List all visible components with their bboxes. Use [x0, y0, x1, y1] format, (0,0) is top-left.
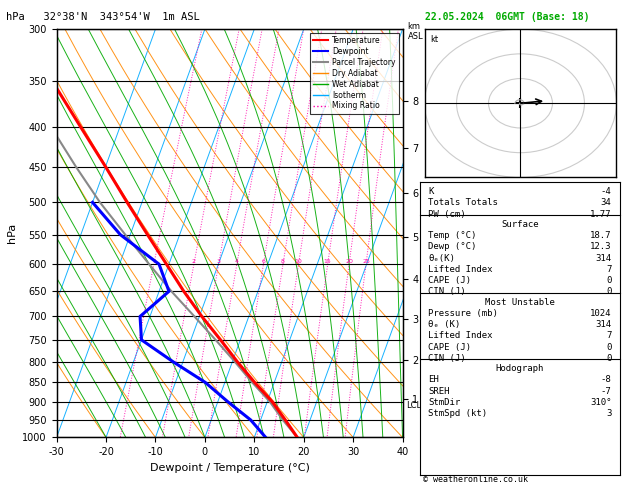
Text: Lifted Index: Lifted Index [428, 331, 493, 340]
Text: 0: 0 [606, 354, 611, 363]
Text: 310°: 310° [590, 398, 611, 407]
Text: -7: -7 [601, 386, 611, 396]
Text: Pressure (mb): Pressure (mb) [428, 309, 498, 318]
Text: CIN (J): CIN (J) [428, 354, 465, 363]
Text: K: K [428, 187, 433, 196]
Text: Totals Totals: Totals Totals [428, 198, 498, 208]
Text: 20: 20 [345, 259, 353, 264]
Text: LCL: LCL [406, 401, 421, 410]
Text: 22.05.2024  06GMT (Base: 18): 22.05.2024 06GMT (Base: 18) [425, 12, 589, 22]
Text: km
ASL: km ASL [408, 22, 423, 41]
Text: 1: 1 [152, 259, 156, 264]
Text: kt: kt [430, 35, 438, 44]
Text: © weatheronline.co.uk: © weatheronline.co.uk [423, 474, 528, 484]
Text: 34: 34 [601, 198, 611, 208]
Text: StmSpd (kt): StmSpd (kt) [428, 409, 487, 418]
Text: 15: 15 [324, 259, 331, 264]
Text: θₑ (K): θₑ (K) [428, 320, 460, 329]
Text: 314: 314 [596, 254, 611, 262]
Text: 314: 314 [596, 320, 611, 329]
Text: 6: 6 [262, 259, 265, 264]
Text: 3: 3 [216, 259, 221, 264]
Text: StmDir: StmDir [428, 398, 460, 407]
Text: 10: 10 [294, 259, 303, 264]
Text: Surface: Surface [501, 220, 538, 229]
Text: 0: 0 [606, 343, 611, 352]
Text: -4: -4 [601, 187, 611, 196]
Y-axis label: hPa: hPa [7, 223, 17, 243]
Text: CAPE (J): CAPE (J) [428, 343, 471, 352]
Text: 4: 4 [235, 259, 239, 264]
Text: 7: 7 [606, 265, 611, 274]
Text: 25: 25 [362, 259, 370, 264]
Text: Lifted Index: Lifted Index [428, 265, 493, 274]
Y-axis label: Mixing Ratio (g/kg): Mixing Ratio (g/kg) [426, 191, 435, 276]
Text: Hodograph: Hodograph [496, 364, 544, 373]
Text: 3: 3 [606, 409, 611, 418]
Text: CAPE (J): CAPE (J) [428, 276, 471, 285]
Text: 2: 2 [192, 259, 196, 264]
X-axis label: Dewpoint / Temperature (°C): Dewpoint / Temperature (°C) [150, 463, 309, 473]
Text: 0: 0 [606, 276, 611, 285]
Text: θₑ(K): θₑ(K) [428, 254, 455, 262]
Text: EH: EH [428, 375, 439, 384]
Text: 1024: 1024 [590, 309, 611, 318]
Text: Most Unstable: Most Unstable [485, 297, 555, 307]
Text: 8: 8 [281, 259, 285, 264]
Text: 7: 7 [606, 331, 611, 340]
Legend: Temperature, Dewpoint, Parcel Trajectory, Dry Adiabat, Wet Adiabat, Isotherm, Mi: Temperature, Dewpoint, Parcel Trajectory… [310, 33, 399, 114]
Text: 12.3: 12.3 [590, 243, 611, 251]
Text: 0: 0 [606, 287, 611, 296]
Text: Temp (°C): Temp (°C) [428, 231, 477, 240]
Text: 1.77: 1.77 [590, 209, 611, 219]
Text: hPa   32°38'N  343°54'W  1m ASL: hPa 32°38'N 343°54'W 1m ASL [6, 12, 200, 22]
Text: CIN (J): CIN (J) [428, 287, 465, 296]
Text: PW (cm): PW (cm) [428, 209, 465, 219]
Text: SREH: SREH [428, 386, 450, 396]
Text: -8: -8 [601, 375, 611, 384]
Text: Dewp (°C): Dewp (°C) [428, 243, 477, 251]
Text: 18.7: 18.7 [590, 231, 611, 240]
